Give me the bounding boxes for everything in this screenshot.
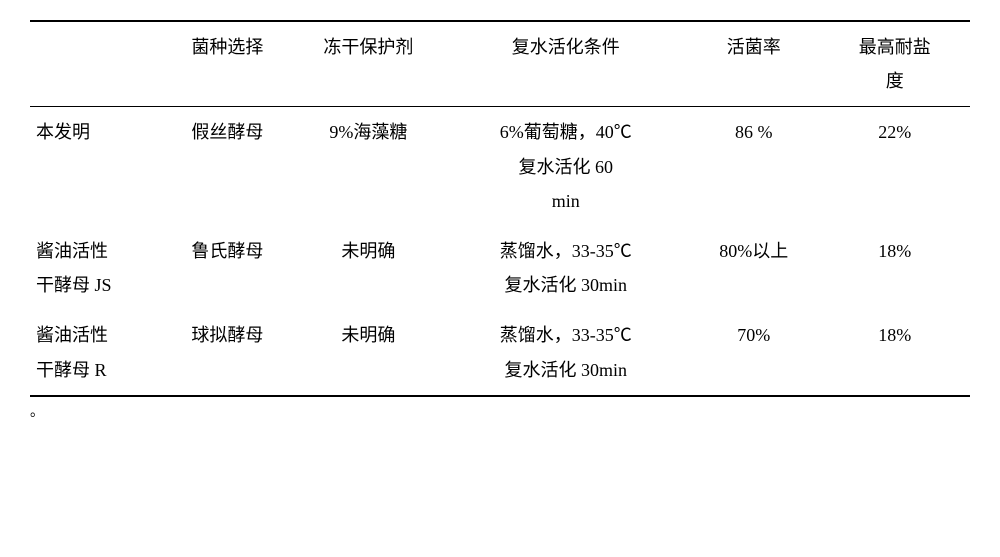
header-blank xyxy=(30,21,162,107)
row0-rehydration: 6%葡萄糖，40℃ 复水活化 60 min xyxy=(444,107,688,226)
row1-strain: 鲁氏酵母 xyxy=(162,226,294,310)
header-salt-line1: 最高耐盐 xyxy=(859,37,931,57)
table-row: 酱油活性 干酵母 R 球拟酵母 未明确 蒸馏水，33-35℃ 复水活化 30mi… xyxy=(30,310,970,395)
row0-rehy-l2: 复水活化 60 xyxy=(519,157,614,177)
row1-label-l1: 酱油活性 xyxy=(36,241,108,261)
row0-salt: 22% xyxy=(820,107,970,226)
row0-strain: 假丝酵母 xyxy=(162,107,294,226)
row1-rehy-l1: 蒸馏水，33-35℃ xyxy=(500,241,632,261)
header-viability: 活菌率 xyxy=(688,21,820,107)
row1-rehydration: 蒸馏水，33-35℃ 复水活化 30min xyxy=(444,226,688,310)
row2-label: 酱油活性 干酵母 R xyxy=(30,310,162,395)
table-row: 酱油活性 干酵母 JS 鲁氏酵母 未明确 蒸馏水，33-35℃ 复水活化 30m… xyxy=(30,226,970,310)
header-salt-line2: 度 xyxy=(886,71,904,91)
row1-label: 酱油活性 干酵母 JS xyxy=(30,226,162,310)
table-row: 本发明 假丝酵母 9%海藻糖 6%葡萄糖，40℃ 复水活化 60 min 86 … xyxy=(30,107,970,226)
header-protectant: 冻干保护剂 xyxy=(293,21,443,107)
row2-label-l1: 酱油活性 xyxy=(36,325,108,345)
header-row: 菌种选择 冻干保护剂 复水活化条件 活菌率 最高耐盐 度 xyxy=(30,21,970,107)
row2-strain: 球拟酵母 xyxy=(162,310,294,395)
comparison-table: 菌种选择 冻干保护剂 复水活化条件 活菌率 最高耐盐 度 本发明 假丝酵母 9%… xyxy=(30,20,970,397)
row2-protectant: 未明确 xyxy=(293,310,443,395)
header-strain: 菌种选择 xyxy=(162,21,294,107)
row2-rehydration: 蒸馏水，33-35℃ 复水活化 30min xyxy=(444,310,688,395)
row1-protectant: 未明确 xyxy=(293,226,443,310)
row0-protectant: 9%海藻糖 xyxy=(293,107,443,226)
row0-rehy-l3: min xyxy=(552,191,580,211)
row2-viability: 70% xyxy=(688,310,820,395)
row2-salt: 18% xyxy=(820,310,970,395)
row2-rehy-l1: 蒸馏水，33-35℃ xyxy=(500,325,632,345)
row1-rehy-l2: 复水活化 30min xyxy=(505,275,628,295)
row1-viability: 80%以上 xyxy=(688,226,820,310)
row0-label: 本发明 xyxy=(30,107,162,226)
row1-label-l2: 干酵母 JS xyxy=(36,275,112,295)
row2-rehy-l2: 复水活化 30min xyxy=(505,360,628,380)
row2-label-l2: 干酵母 R xyxy=(36,360,107,380)
header-rehydration: 复水活化条件 xyxy=(444,21,688,107)
row0-rehy-l1: 6%葡萄糖，40℃ xyxy=(500,122,632,142)
row1-salt: 18% xyxy=(820,226,970,310)
row0-viability: 86 % xyxy=(688,107,820,226)
header-salt: 最高耐盐 度 xyxy=(820,21,970,107)
footnote-mark: 。 xyxy=(30,401,970,421)
